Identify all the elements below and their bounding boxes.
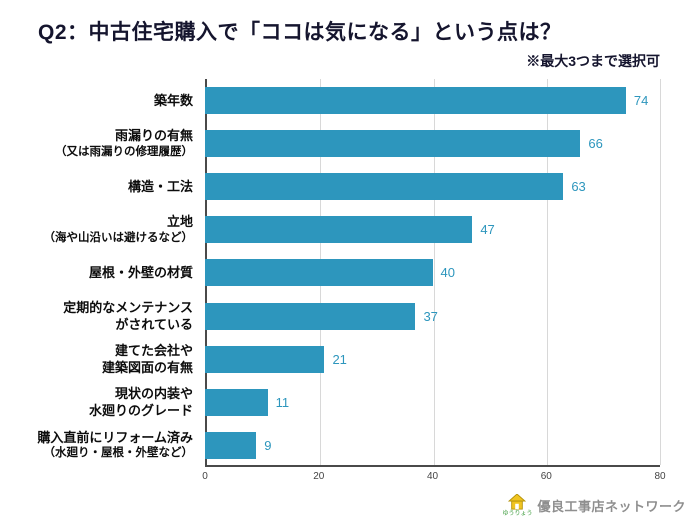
chart-row: 建てた会社や 建築図面の有無 21 [0,338,660,381]
bar-track: 37 [205,295,660,338]
category-label: 定期的なメンテナンス がされている [63,299,193,333]
bar-track: 21 [205,338,660,381]
gridline [660,79,661,465]
value-label: 74 [633,93,649,109]
bar [205,345,325,373]
gridline [546,79,548,465]
category-label: 現状の内装や 水廻りのグレード [88,385,193,419]
chart-rows: 築年数 74 雨漏りの有無 （又は雨漏りの修理履歴） 66 構造・工法 63 立地 （海や山沿い… [0,79,660,467]
chart-title: Q2：中古住宅購入で「ココは気になる」という点は？ [38,21,562,44]
bar-track: 63 [205,165,660,208]
x-tick-label: 40 [426,471,439,482]
logo-reading: ゆうりょう [502,511,533,517]
bar-track: 66 [205,122,660,165]
house-icon: ゆうりょう [502,494,532,517]
chart-row: 購入直前にリフォーム済み （水廻り・屋根・外壁など） 9 [0,424,660,467]
bar-track: 40 [205,251,660,294]
category-label: 屋根・外壁の材質 [88,265,193,281]
bar [205,431,257,459]
value-label: 66 [588,136,603,152]
x-tick-label: 80 [654,471,666,482]
category-label: 雨漏りの有無 （又は雨漏りの修理履歴） [55,128,193,158]
category-label: 構造・工法 [127,179,193,194]
value-label: 11 [275,394,290,410]
chart-row: 築年数 74 [0,79,660,122]
bar [205,259,433,287]
x-tick-label: 20 [313,471,325,482]
bar [205,216,473,244]
value-label: 47 [480,222,495,238]
value-label: 21 [332,351,347,367]
x-tick-label: 60 [540,471,552,482]
category-label: 購入直前にリフォーム済み （水廻り・屋根・外壁など） [37,429,193,460]
chart-row: 定期的なメンテナンス がされている 37 [0,295,660,338]
category-label: 建てた会社や 建築図面の有無 [101,342,193,376]
brand-logo: ゆうりょう 優良工事店ネットワーク [502,494,686,517]
bar [205,302,416,330]
chart-row: 構造・工法 63 [0,165,660,208]
value-label: 9 [264,437,272,453]
category-label: 築年数 [153,92,193,108]
category-label: 立地 （海や山沿いは避けるなど） [43,214,194,244]
gridline [433,79,435,465]
chart-row: 雨漏りの有無 （又は雨漏りの修理履歴） 66 [0,122,660,165]
bar [205,388,268,416]
bar [205,173,564,201]
logo-text: 優良工事店ネットワーク [537,499,686,514]
x-axis: 0 20 40 60 80 [202,467,665,485]
bar-track: 47 [205,208,660,251]
chart-row: 立地 （海や山沿いは避けるなど） 47 [0,208,660,251]
x-tick-label: 0 [202,471,208,482]
bar-track: 9 [205,424,660,467]
bar-track: 11 [205,381,660,424]
value-label: 63 [571,179,586,195]
bar [205,87,626,115]
bar-chart: 築年数 74 雨漏りの有無 （又は雨漏りの修理履歴） 66 構造・工法 63 立地 （海や山沿い… [0,79,661,467]
value-label: 37 [423,308,438,324]
chart-note: ※最大3つまで選択可 [526,53,660,69]
value-label: 40 [440,265,455,281]
chart-row: 屋根・外壁の材質 40 [0,251,660,294]
chart-row: 現状の内装や 水廻りのグレード 11 [0,381,660,424]
bar [205,130,581,158]
bar-track: 74 [205,79,660,122]
